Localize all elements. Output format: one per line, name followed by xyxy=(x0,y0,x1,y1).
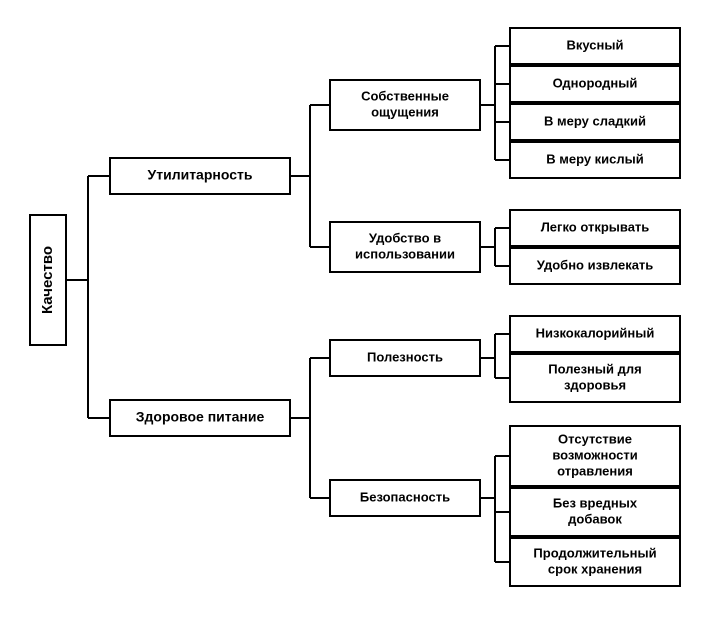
conn-l1-util xyxy=(290,105,330,247)
l3-2: В меру сладкий xyxy=(510,104,680,140)
root-node: Качество xyxy=(30,215,66,345)
l2-feel: Собственныеощущения xyxy=(330,80,480,130)
conn-l1-health xyxy=(290,358,330,498)
l3-10-label: Продолжительный xyxy=(533,545,656,560)
l3-6-label: Низкокалорийный xyxy=(536,325,655,340)
conn-l2-feel xyxy=(480,46,510,160)
l3-7-label: Полезный для xyxy=(548,361,641,376)
l1-util-label: Утилитарность xyxy=(148,167,253,183)
l3-7: Полезный дляздоровья xyxy=(510,354,680,402)
l3-10: Продолжительныйсрок хранения xyxy=(510,538,680,586)
conn-root xyxy=(66,176,110,418)
l3-8-label: отравления xyxy=(557,463,633,478)
l2-safe-label: Безопасность xyxy=(360,489,450,504)
quality-tree-diagram: Качество Утилитарность Здоровое питание Соб… xyxy=(0,0,709,619)
l3-1-label: Однородный xyxy=(553,75,638,90)
l2-use: Удобство виспользовании xyxy=(330,222,480,272)
conn-l2-useful xyxy=(480,334,510,378)
l3-7-label: здоровья xyxy=(564,377,626,392)
l3-8-label: Отсутствие xyxy=(558,431,632,446)
l1-health-label: Здоровое питание xyxy=(136,409,265,425)
l3-0-label: Вкусный xyxy=(567,37,624,52)
l3-9-label: Без вредных xyxy=(553,495,638,510)
l3-3: В меру кислый xyxy=(510,142,680,178)
l2-use-label: использовании xyxy=(355,246,455,261)
l2-use-label: Удобство в xyxy=(369,230,441,245)
l3-8: Отсутствиевозможностиотравления xyxy=(510,426,680,486)
l3-3-label: В меру кислый xyxy=(546,151,644,166)
l3-1: Однородный xyxy=(510,66,680,102)
conn-l2-safe xyxy=(480,456,510,562)
l3-9-label: добавок xyxy=(568,511,622,526)
l3-8-label: возможности xyxy=(552,447,637,462)
l3-0: Вкусный xyxy=(510,28,680,64)
l3-6: Низкокалорийный xyxy=(510,316,680,352)
root-label: Качество xyxy=(39,246,56,314)
l3-5-label: Удобно извлекать xyxy=(537,257,654,272)
l1-health: Здоровое питание xyxy=(110,400,290,436)
l3-9: Без вредныхдобавок xyxy=(510,488,680,536)
l3-2-label: В меру сладкий xyxy=(544,113,646,128)
l2-useful-label: Полезность xyxy=(367,349,443,364)
l3-5: Удобно извлекать xyxy=(510,248,680,284)
l3-10-label: срок хранения xyxy=(548,561,642,576)
l1-util: Утилитарность xyxy=(110,158,290,194)
l2-useful: Полезность xyxy=(330,340,480,376)
conn-l2-use xyxy=(480,228,510,266)
l3-4: Легко открывать xyxy=(510,210,680,246)
l2-safe: Безопасность xyxy=(330,480,480,516)
l2-feel-label: Собственные xyxy=(361,88,449,103)
l2-feel-label: ощущения xyxy=(371,104,439,119)
l3-4-label: Легко открывать xyxy=(541,219,650,234)
